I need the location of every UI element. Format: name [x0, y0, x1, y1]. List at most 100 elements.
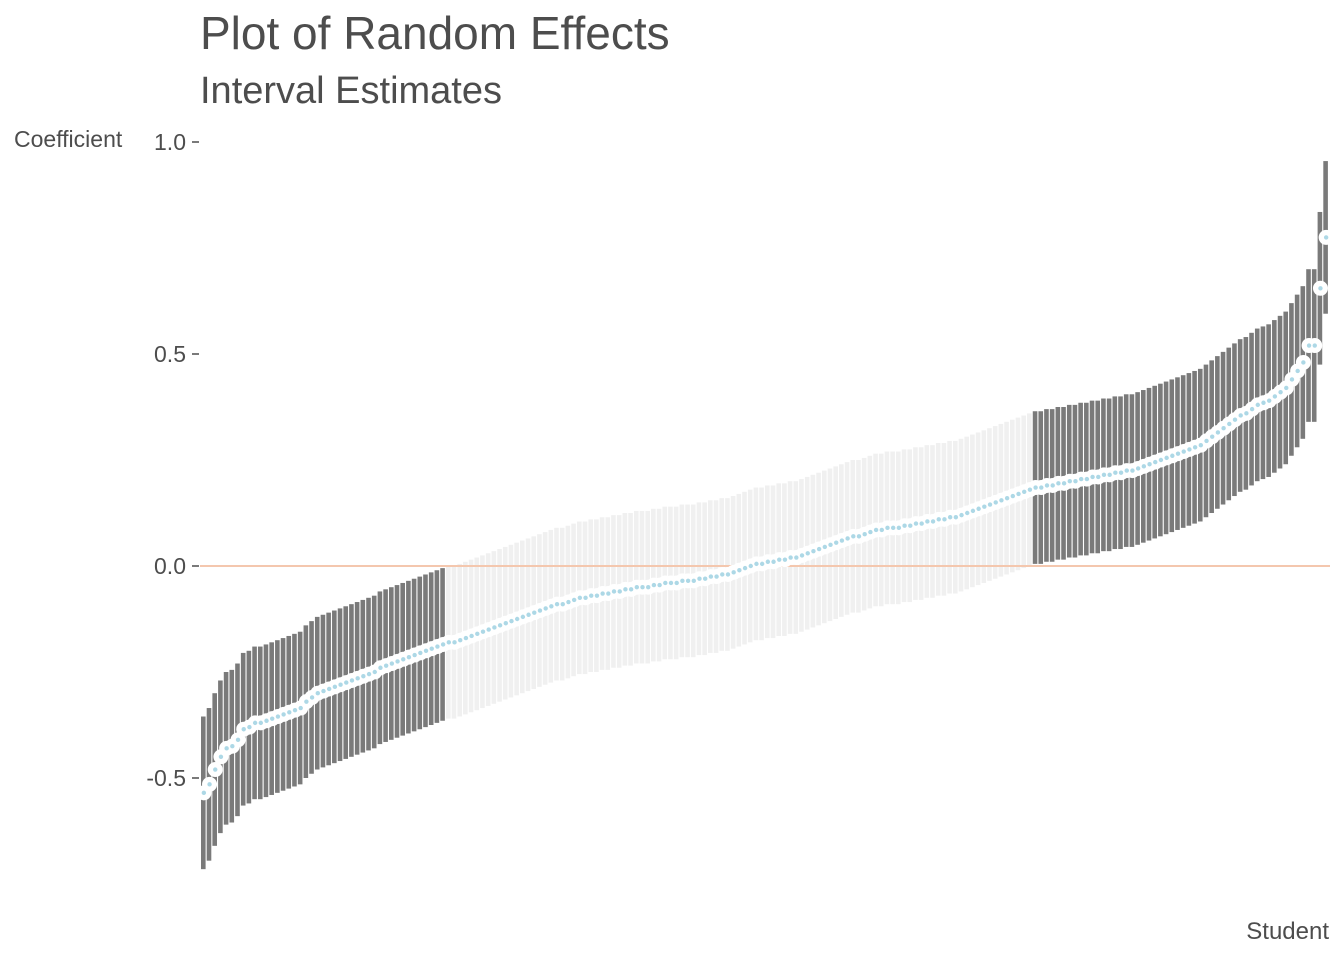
- point-estimate: [657, 582, 662, 588]
- point-estimate: [458, 638, 463, 643]
- point-estimate: [885, 525, 890, 531]
- point-estimate: [890, 525, 896, 531]
- point-estimate: [970, 508, 976, 514]
- x-axis-label: Student: [1246, 918, 1329, 945]
- point-estimate: [640, 585, 645, 590]
- point-estimate: [440, 642, 446, 647]
- point-estimate: [987, 502, 993, 507]
- point-estimate: [936, 517, 941, 522]
- y-tick-label: 0.5: [154, 341, 186, 367]
- point-estimate: [1096, 474, 1101, 480]
- point-estimate: [218, 754, 224, 759]
- point-estimate: [1249, 406, 1255, 412]
- point-estimate: [799, 553, 805, 558]
- point-estimate: [720, 572, 725, 577]
- point-estimate: [1084, 476, 1090, 482]
- point-estimate: [1061, 481, 1067, 486]
- point-estimate: [930, 519, 936, 524]
- point-estimate: [759, 561, 765, 567]
- point-estimate: [1227, 421, 1232, 427]
- point-estimate: [1284, 385, 1289, 391]
- point-estimate: [264, 718, 269, 723]
- point-estimate: [1107, 472, 1112, 478]
- point-estimate: [383, 663, 389, 668]
- point-estimate: [1238, 413, 1243, 418]
- point-estimate: [674, 580, 679, 586]
- point-estimate: [1039, 485, 1044, 490]
- point-estimate: [1022, 489, 1027, 494]
- point-estimate: [1033, 485, 1038, 490]
- point-estimate: [463, 635, 469, 641]
- point-estimate: [469, 633, 474, 639]
- point-estimate: [1050, 483, 1055, 488]
- point-estimate: [258, 720, 264, 726]
- point-estimate: [1135, 466, 1141, 471]
- point-estimate: [1312, 343, 1317, 348]
- point-estimate: [748, 563, 753, 569]
- point-estimate: [685, 578, 691, 584]
- point-estimate: [1078, 476, 1084, 482]
- point-estimate: [708, 574, 714, 579]
- point-estimate: [1289, 377, 1295, 382]
- point-estimate: [1044, 483, 1050, 488]
- point-estimate: [1306, 343, 1312, 348]
- point-estimate: [252, 720, 258, 726]
- point-estimate: [435, 644, 440, 649]
- point-estimate: [406, 654, 412, 660]
- point-estimate: [600, 591, 605, 596]
- point-estimate: [332, 684, 338, 690]
- point-estimate: [628, 587, 634, 592]
- point-estimate: [344, 680, 349, 685]
- point-estimate: [566, 599, 571, 605]
- point-estimate: [1056, 481, 1061, 486]
- point-estimate: [1266, 398, 1272, 403]
- point-estimate: [201, 790, 207, 796]
- point-estimate: [1278, 389, 1283, 395]
- point-estimate: [959, 512, 964, 518]
- point-estimate: [1261, 400, 1266, 405]
- point-estimate: [845, 536, 850, 541]
- point-estimate: [571, 597, 577, 603]
- point-estimate: [737, 568, 742, 573]
- point-estimate: [537, 608, 543, 613]
- point-estimate: [366, 671, 372, 677]
- point-estimate: [1004, 495, 1010, 501]
- point-estimate: [321, 688, 326, 694]
- point-estimate: [560, 601, 565, 607]
- point-estimate: [902, 523, 907, 528]
- point-estimate: [919, 521, 924, 526]
- point-estimate: [1141, 464, 1147, 469]
- point-estimate: [292, 707, 298, 713]
- point-estimate: [475, 631, 480, 637]
- point-estimate: [1244, 411, 1249, 416]
- point-estimate: [1272, 394, 1278, 399]
- point-estimate: [577, 595, 583, 600]
- point-estimates: [196, 229, 1334, 801]
- y-tick-label: -0.5: [146, 765, 186, 791]
- point-estimate: [668, 580, 674, 586]
- point-estimate: [617, 589, 622, 594]
- point-estimate: [235, 737, 241, 743]
- point-estimate: [543, 606, 548, 611]
- point-estimate: [794, 555, 799, 560]
- point-estimate: [281, 712, 286, 717]
- point-estimate: [315, 691, 320, 696]
- point-estimate: [486, 627, 491, 632]
- point-estimate: [1016, 491, 1021, 497]
- point-estimate: [925, 519, 930, 524]
- point-estimate: [697, 576, 702, 581]
- point-estimate: [275, 714, 281, 719]
- point-estimate: [349, 678, 355, 683]
- point-estimate: [1073, 479, 1078, 484]
- point-estimate: [355, 676, 360, 681]
- y-axis: 1.0 0.5 0.0 -0.5: [146, 129, 199, 791]
- point-estimate: [947, 515, 953, 520]
- point-estimate: [868, 529, 873, 535]
- point-estimate: [976, 506, 981, 511]
- point-estimate: [828, 542, 833, 547]
- point-estimate: [1210, 434, 1215, 439]
- point-estimate: [514, 616, 520, 622]
- interval-bars: [201, 161, 1328, 870]
- point-estimate: [651, 582, 657, 588]
- point-estimate: [1158, 457, 1164, 463]
